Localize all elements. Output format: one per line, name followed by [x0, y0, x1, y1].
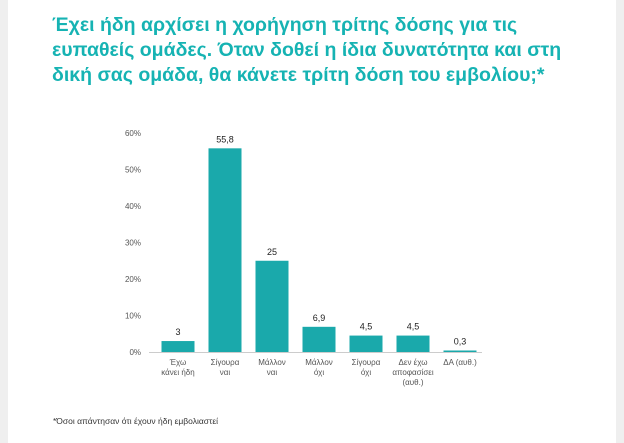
category-label: (αυθ.)	[403, 378, 424, 387]
category-label: ΔΑ (αυθ.)	[443, 358, 477, 367]
right-frame	[616, 0, 624, 443]
category-label: Σίγουρα	[211, 358, 240, 367]
title-line-2: ευπαθείς ομάδες. Όταν δοθεί η ίδια δυνατ…	[52, 39, 562, 61]
y-tick-label: 60%	[125, 129, 141, 138]
category-label: όχι	[361, 368, 371, 377]
category-label: Δεν έχω	[399, 358, 428, 367]
category-label: Σίγουρα	[352, 358, 381, 367]
y-tick-label: 10%	[125, 312, 141, 321]
bar-value-label: 25	[267, 247, 277, 257]
category-label: αποφασίσει	[392, 368, 434, 377]
category-label: Έχω	[169, 358, 187, 367]
bar-value-label: 0,3	[454, 337, 467, 347]
bar	[255, 260, 289, 352]
bar	[161, 341, 195, 352]
y-tick-label: 30%	[125, 239, 141, 248]
y-tick-label: 50%	[125, 166, 141, 175]
category-label: Μάλλον	[258, 358, 286, 367]
y-tick-label: 40%	[125, 202, 141, 211]
left-frame	[0, 0, 8, 443]
bar	[208, 148, 242, 352]
chart-title: Έχει ήδη αρχίσει η χορήγηση τρίτης δόσης…	[52, 13, 592, 88]
category-label: ναι	[220, 368, 231, 377]
title-line-1: Έχει ήδη αρχίσει η χορήγηση τρίτης δόσης…	[52, 14, 518, 36]
bar	[396, 335, 430, 352]
bar-value-label: 4,5	[360, 322, 373, 332]
y-tick-label: 20%	[125, 275, 141, 284]
bar-value-label: 4,5	[407, 322, 420, 332]
category-label: όχι	[314, 368, 324, 377]
category-label: κάνει ήδη	[161, 368, 194, 377]
bar	[349, 335, 383, 352]
bar-value-label: 6,9	[313, 313, 326, 323]
category-label: Μάλλον	[305, 358, 333, 367]
bar	[443, 350, 477, 352]
footnote: *Όσοι απάντησαν ότι έχουν ήδη εμβολιαστε…	[53, 416, 219, 426]
y-tick-label: 0%	[129, 348, 141, 357]
bar-value-label: 3	[175, 327, 180, 337]
bar	[302, 326, 336, 352]
category-label: ναι	[267, 368, 278, 377]
title-line-3: δική σας ομάδα, θα κάνετε τρίτη δόση του…	[52, 64, 545, 86]
bar-value-label: 55,8	[216, 134, 234, 144]
